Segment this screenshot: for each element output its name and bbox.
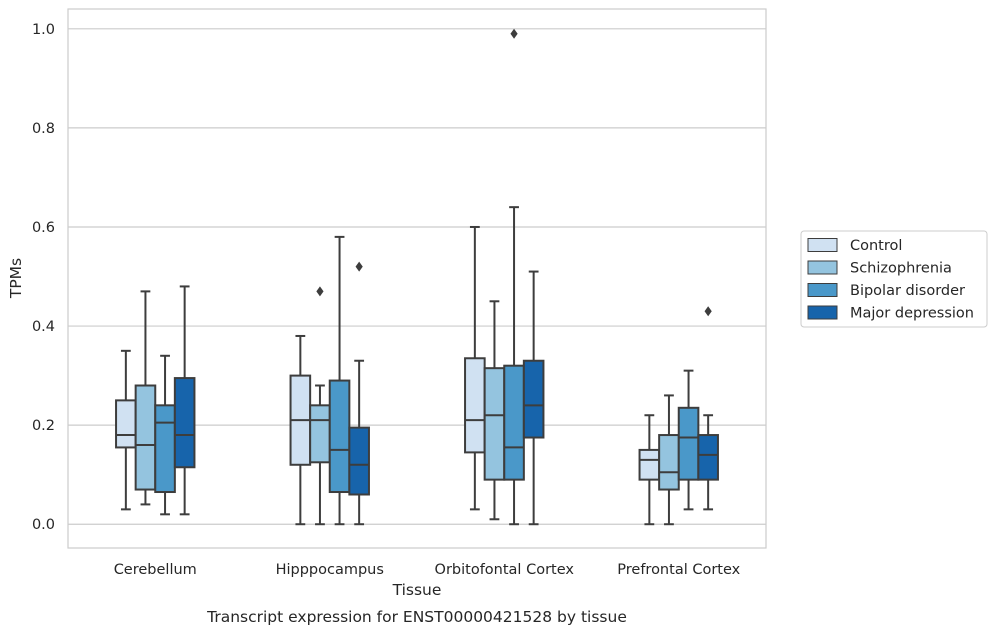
x-tick-labels: Cerebellum Hipppocampus Orbitofontal Corte… bbox=[114, 562, 741, 578]
iqr-box bbox=[328, 379, 351, 494]
legend-swatch bbox=[807, 260, 838, 275]
iqr-box bbox=[658, 434, 680, 491]
chart-caption: Transcript expression for ENST0000042152… bbox=[206, 608, 627, 626]
y-tick-labels: 0.0 0.2 0.4 0.6 0.8 1.0 bbox=[32, 22, 55, 533]
iqr-box bbox=[348, 426, 370, 496]
y-tick-label: 0.2 bbox=[32, 418, 55, 434]
box-series bbox=[115, 28, 719, 526]
y-tick-label: 0.6 bbox=[32, 220, 55, 236]
iqr-box bbox=[638, 448, 661, 481]
iqr-box bbox=[503, 364, 525, 481]
legend-label: Control bbox=[850, 238, 902, 254]
outlier-marker bbox=[316, 286, 324, 297]
legend-label: Schizophrenia bbox=[850, 261, 952, 277]
x-tick-label: Cerebellum bbox=[114, 562, 197, 578]
y-tick-label: 1.0 bbox=[32, 22, 55, 38]
outlier-marker bbox=[355, 261, 363, 272]
legend-swatch bbox=[807, 283, 838, 297]
y-axis-title: TPMs bbox=[7, 258, 25, 299]
legend: Control Schizophrenia Bipolar disorder Majo… bbox=[800, 230, 988, 328]
outlier-marker bbox=[510, 28, 518, 39]
y-tick-label: 0.4 bbox=[32, 319, 55, 335]
legend-frame bbox=[800, 230, 988, 328]
x-tick-label: Hipppocampus bbox=[276, 562, 384, 578]
y-tick-label: 0.0 bbox=[32, 517, 55, 533]
x-axis-title: Tissue bbox=[392, 581, 442, 599]
x-tick-label: Prefrontal Cortex bbox=[617, 562, 740, 578]
iqr-box bbox=[115, 399, 137, 449]
box-group bbox=[289, 334, 312, 526]
y-tick-label: 0.8 bbox=[32, 121, 55, 137]
box-group bbox=[638, 414, 661, 526]
legend-swatch bbox=[807, 305, 838, 320]
iqr-box bbox=[483, 367, 506, 481]
iqr-box bbox=[173, 377, 196, 469]
iqr-box bbox=[677, 406, 700, 481]
iqr-box bbox=[522, 359, 545, 439]
iqr-box bbox=[309, 404, 331, 464]
legend-label: Bipolar disorder bbox=[850, 283, 965, 299]
box-group bbox=[173, 285, 196, 516]
box-group bbox=[522, 270, 545, 526]
iqr-box bbox=[134, 384, 157, 491]
x-tick-label: Orbitofontal Cortex bbox=[435, 562, 575, 578]
outlier-marker bbox=[704, 306, 712, 317]
legend-swatch bbox=[807, 238, 838, 252]
box-group bbox=[348, 261, 370, 526]
box-group bbox=[697, 306, 719, 511]
iqr-box bbox=[697, 434, 719, 481]
iqr-box bbox=[464, 357, 486, 454]
legend-label: Major depression bbox=[850, 306, 974, 322]
iqr-box bbox=[154, 404, 176, 494]
